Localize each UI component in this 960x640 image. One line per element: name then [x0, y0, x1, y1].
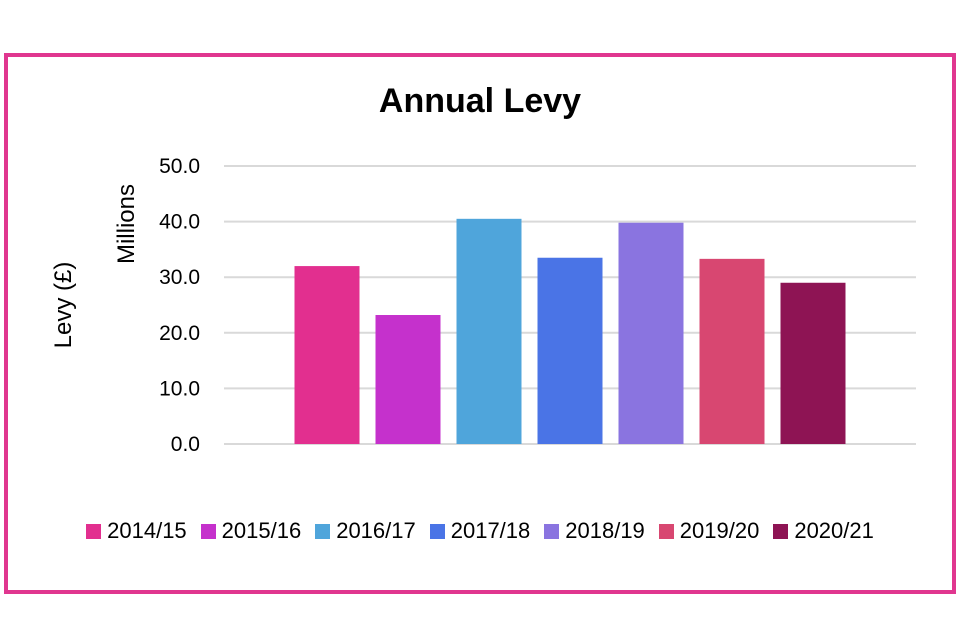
legend-swatch	[429, 523, 445, 539]
legend-item: 2018/19	[544, 518, 645, 544]
legend-item: 2014/15	[86, 518, 187, 544]
legend-item: 2019/20	[658, 518, 760, 544]
legend-item: 2016/17	[315, 518, 416, 544]
bar-2017-18	[537, 257, 603, 444]
legend-item: 2015/16	[200, 518, 302, 544]
legend-swatch	[315, 523, 331, 539]
y-tick-label: 0.0	[171, 433, 200, 456]
bar-2016-17	[456, 218, 522, 444]
bar-2015-16	[375, 315, 441, 444]
bar-2014-15	[294, 266, 360, 444]
bar-2019-20	[699, 258, 765, 444]
y-tick-label: 50.0	[159, 155, 200, 178]
legend-swatch	[658, 523, 674, 539]
legend-label: 2019/20	[679, 518, 760, 543]
legend-swatch	[544, 523, 560, 539]
y-tick-label: 10.0	[159, 377, 200, 400]
legend-item: 2017/18	[429, 518, 531, 544]
legend-label: 2017/18	[450, 518, 531, 543]
legend: 2014/15 2015/16 2016/17 2017/18 2018/19 2019/…	[0, 518, 960, 544]
legend-item: 2020/21	[773, 518, 874, 544]
legend-swatch	[86, 523, 102, 539]
legend-swatch	[773, 523, 789, 539]
y-tick-label: 30.0	[159, 266, 200, 289]
y-tick-label: 40.0	[159, 211, 200, 234]
legend-label: 2014/15	[107, 518, 187, 543]
legend-label: 2018/19	[565, 518, 645, 543]
bar-2018-19	[618, 222, 684, 444]
chart-title: Annual Levy	[378, 82, 582, 120]
legend-swatch	[200, 523, 216, 539]
legend-label: 2016/17	[336, 518, 416, 543]
y-tick-label: 20.0	[159, 322, 200, 345]
legend-label: 2015/16	[221, 518, 302, 543]
bar-2020-21	[780, 282, 846, 444]
legend-label: 2020/21	[794, 518, 874, 543]
